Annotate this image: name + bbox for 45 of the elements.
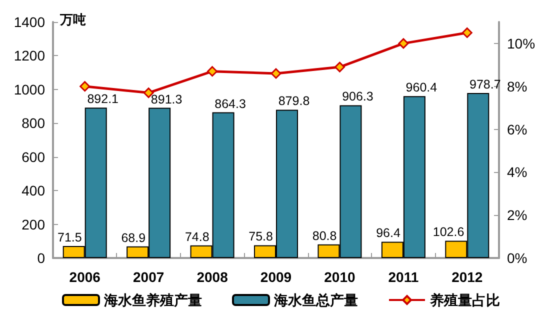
y-tick-label: 1000 xyxy=(14,81,46,98)
x-tick-label: 2006 xyxy=(69,269,101,285)
y2-tick-label: 0% xyxy=(507,250,528,266)
y-tick-label: 1200 xyxy=(14,48,46,64)
point xyxy=(270,68,282,79)
data-label: 102.6 xyxy=(432,225,464,240)
y2-tick-label: 4% xyxy=(507,164,528,180)
data-label: 978.7 xyxy=(470,78,501,92)
y2-tick-label: 6% xyxy=(507,121,528,138)
data-label: 96.4 xyxy=(376,226,400,240)
x-tick-label: 2012 xyxy=(452,269,483,285)
x-tick-label: 2007 xyxy=(132,269,164,285)
y2-tick-label: 2% xyxy=(507,207,528,224)
data-label: 906.3 xyxy=(342,90,374,104)
data-label: 75.8 xyxy=(248,230,274,244)
data-label: 879.8 xyxy=(278,94,310,108)
legend-label: 海水鱼养殖产量 xyxy=(103,292,202,308)
data-label: 960.4 xyxy=(406,80,438,95)
y-tick-label: 0 xyxy=(37,250,46,266)
x-tick-label: 2008 xyxy=(196,269,228,285)
y-tick-label: 600 xyxy=(22,148,46,165)
y-tick-label: 200 xyxy=(22,216,46,232)
y-axis-title: 万吨 xyxy=(59,13,86,28)
x-tick-label: 2011 xyxy=(388,269,419,285)
legend-label: 养殖量占比 xyxy=(429,292,500,308)
point xyxy=(207,66,218,77)
y-tick-label: 800 xyxy=(22,115,46,132)
point xyxy=(334,62,345,72)
point xyxy=(398,38,409,49)
y2-tick-label: 8% xyxy=(507,78,528,94)
data-label: 891.3 xyxy=(150,92,182,106)
y2-tick-label: 10% xyxy=(507,35,536,52)
data-label: 864.3 xyxy=(214,96,246,111)
point xyxy=(80,81,90,92)
x-tick-label: 2010 xyxy=(324,269,356,285)
point xyxy=(462,27,472,38)
data-label: 68.9 xyxy=(121,230,146,245)
data-label: 892.1 xyxy=(87,92,119,106)
data-label: 74.8 xyxy=(184,230,210,244)
legend-label: 海水鱼总产量 xyxy=(273,292,358,308)
data-label: 71.5 xyxy=(58,230,82,244)
y-tick-label: 400 xyxy=(22,182,46,199)
y-tick-label: 1400 xyxy=(14,14,46,30)
data-label: 80.8 xyxy=(312,228,337,243)
x-tick-label: 2009 xyxy=(260,269,292,285)
